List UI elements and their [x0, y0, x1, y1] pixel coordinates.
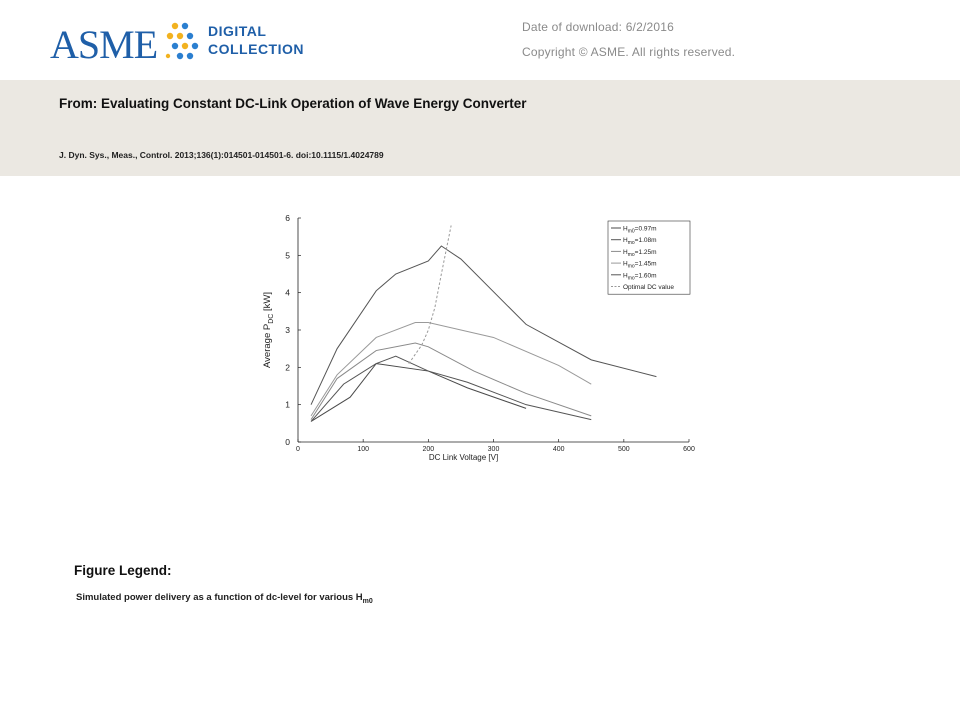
series-line-3: [310, 322, 592, 417]
download-label: Date of download:: [522, 20, 623, 34]
y-tick-label: 2: [285, 362, 290, 372]
series-line-0: [310, 363, 527, 422]
x-tick-label: 500: [618, 446, 630, 453]
x-axis-label: DC Link Voltage [V]: [429, 453, 498, 462]
y-tick-label: 3: [285, 325, 290, 335]
x-tick-label: 400: [553, 446, 565, 453]
asme-digital-collection-logo[interactable]: ASME DIGITAL COLLECTION: [50, 12, 330, 68]
legend-entry: Hmo=1.08m: [623, 237, 657, 246]
series-line-5: [408, 225, 452, 364]
article-citation[interactable]: J. Dyn. Sys., Meas., Control. 2013;136(1…: [59, 150, 384, 160]
logo-digital-text: DIGITAL: [208, 23, 266, 39]
download-date: Date of download: 6/2/2016: [522, 20, 674, 34]
y-tick-label: 6: [285, 213, 290, 223]
y-tick-label: 5: [285, 250, 290, 260]
figure-legend-heading: Figure Legend:: [74, 563, 172, 578]
y-tick-label: 4: [285, 288, 290, 298]
chart-legend: Hm0=0.97m Hmo=1.08m Hmo=1.25m Hmo=1.45m Hmo=…: [607, 220, 691, 295]
legend-entry: Optimal DC value: [623, 284, 674, 291]
copyright: Copyright © ASME. All rights reserved.: [522, 45, 736, 59]
legend-box: [607, 220, 691, 295]
x-tick-label: 200: [422, 446, 434, 453]
x-tick-label: 0: [296, 446, 300, 453]
logo-collection-text: COLLECTION: [208, 41, 304, 57]
legend-entry: Hmo=1.60m: [623, 272, 657, 281]
series-line-1: [310, 355, 592, 422]
figure-caption: Simulated power delivery as a function o…: [76, 592, 373, 605]
article-band: [0, 80, 960, 176]
x-tick-label: 300: [488, 446, 500, 453]
header: ASME DIGITAL COLLECTION Date of download…: [0, 0, 960, 80]
legend-entry: Hmo=1.45m: [623, 261, 657, 270]
chart-axes: 0 100 200 300 400 500 600 0 1 2 3 4 5 6: [285, 213, 695, 453]
caption-text: Simulated power delivery as a function o…: [76, 592, 363, 603]
caption-subscript: m0: [362, 597, 373, 605]
article-title[interactable]: From: Evaluating Constant DC-Link Operat…: [59, 96, 527, 111]
logo-dots-icon: [165, 22, 199, 60]
x-tick-label: 600: [683, 446, 695, 453]
series-line-4: [310, 245, 657, 405]
y-tick-label: 0: [285, 437, 290, 447]
x-tick-label: 100: [357, 446, 369, 453]
y-tick-label: 1: [285, 400, 290, 410]
asme-logo-text: ASME: [50, 22, 157, 67]
legend-entry: Hm0=0.97m: [623, 226, 657, 235]
download-date-value: 6/2/2016: [625, 20, 674, 34]
legend-entry: Hmo=1.25m: [623, 249, 657, 258]
figure-chart: 0 100 200 300 400 500 600 0 1 2 3 4 5 6 Hm0=0.97m Hmo=…: [262, 213, 695, 462]
chart-series: [310, 225, 657, 422]
y-axis-label: Average PDC [kW]: [262, 292, 275, 368]
